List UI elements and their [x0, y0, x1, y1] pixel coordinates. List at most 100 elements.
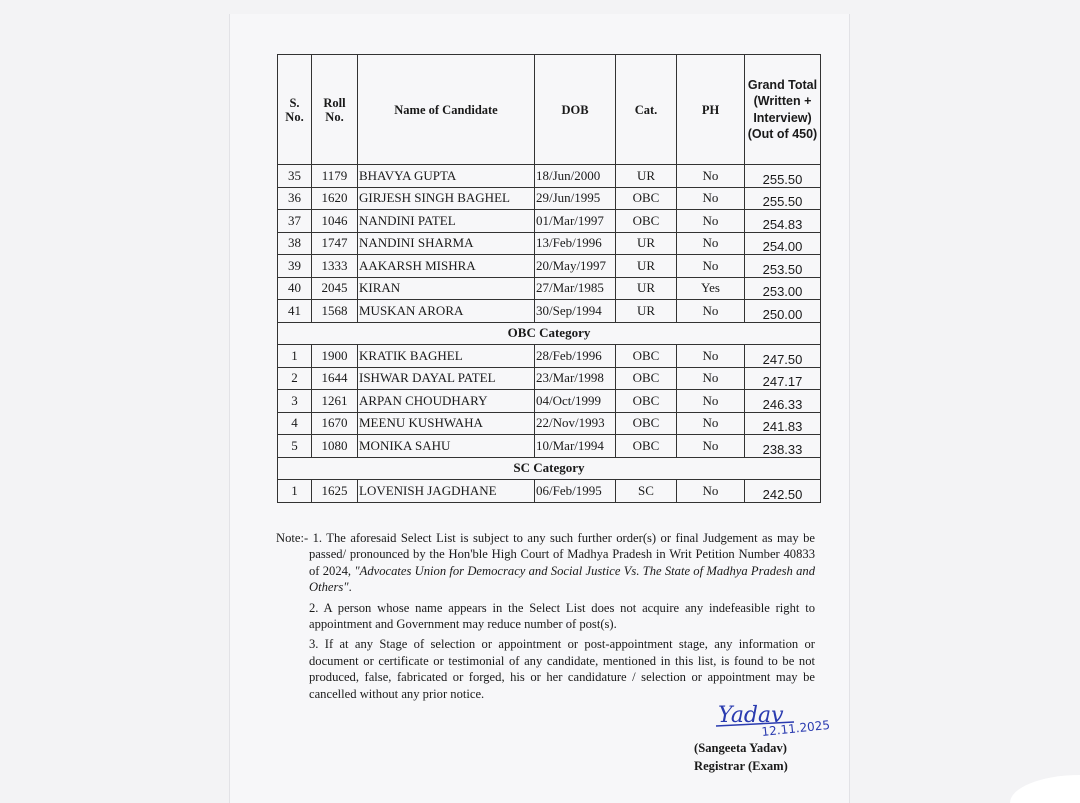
- table-row: 37 1046 NANDINI PATEL 01/Mar/1997 OBC No 254.8…: [277, 209, 821, 233]
- cell-cat: OBC: [615, 366, 677, 390]
- cell-ph: No: [676, 389, 745, 413]
- table-row: 35 1179 BHAVYA GUPTA 18/Jun/2000 UR No 255.50: [277, 164, 821, 188]
- cell-ph: No: [676, 366, 745, 390]
- table-row: 38 1747 NANDINI SHARMA 13/Feb/1996 UR No 254.0…: [277, 231, 821, 255]
- table-row: 40 2045 KIRAN 27/Mar/1985 UR Yes 253.00: [277, 276, 821, 300]
- cell-cat: OBC: [615, 186, 677, 210]
- category-title: OBC Category: [277, 321, 821, 345]
- cell-roll: 1568: [311, 299, 358, 323]
- cell-sno: 1: [277, 344, 312, 368]
- cell-cat: OBC: [615, 434, 677, 458]
- cell-sno: 1: [277, 479, 312, 503]
- cell-roll: 1644: [311, 366, 358, 390]
- header-dob: DOB: [534, 54, 616, 165]
- cell-roll: 1625: [311, 479, 358, 503]
- cell-ph: No: [676, 231, 745, 255]
- cell-name: MEENU KUSHWAHA: [357, 411, 535, 435]
- cell-grand-total: 255.50: [744, 186, 821, 210]
- cell-ph: No: [676, 434, 745, 458]
- header-roll: Roll No.: [311, 54, 358, 165]
- table-row: 4 1670 MEENU KUSHWAHA 22/Nov/1993 OBC No 241.8…: [277, 411, 821, 435]
- cell-grand-total: 247.50: [744, 344, 821, 368]
- cell-name: ARPAN CHOUDHARY: [357, 389, 535, 413]
- cell-name: AAKARSH MISHRA: [357, 254, 535, 278]
- cell-roll: 1046: [311, 209, 358, 233]
- cell-ph: No: [676, 344, 745, 368]
- cell-cat: OBC: [615, 411, 677, 435]
- table-row: 1 1625 LOVENISH JAGDHANE 06/Feb/1995 SC No 242…: [277, 479, 821, 503]
- cell-ph: No: [676, 411, 745, 435]
- cell-roll: 1670: [311, 411, 358, 435]
- cell-dob: 13/Feb/1996: [534, 231, 616, 255]
- header-ph: PH: [676, 54, 745, 165]
- cell-sno: 39: [277, 254, 312, 278]
- cell-name: KRATIK BAGHEL: [357, 344, 535, 368]
- cell-name: MUSKAN ARORA: [357, 299, 535, 323]
- cell-grand-total: 253.50: [744, 254, 821, 278]
- cell-name: ISHWAR DAYAL PATEL: [357, 366, 535, 390]
- cell-dob: 29/Jun/1995: [534, 186, 616, 210]
- cell-roll: 1080: [311, 434, 358, 458]
- note-2: 2. A person whose name appears in the Se…: [309, 600, 815, 632]
- cell-cat: UR: [615, 299, 677, 323]
- table-row: 39 1333 AAKARSH MISHRA 20/May/1997 UR No 253.5…: [277, 254, 821, 278]
- category-row: OBC Category: [277, 321, 821, 345]
- header-grand-total: Grand Total (Written + Interview) (Out o…: [744, 54, 821, 165]
- note-1: Note:- 1. The aforesaid Select List is s…: [276, 531, 815, 595]
- cell-ph: No: [676, 186, 745, 210]
- cell-sno: 2: [277, 366, 312, 390]
- notes-section: Note:- 1. The aforesaid Select List is s…: [276, 530, 815, 706]
- cell-roll: 1620: [311, 186, 358, 210]
- cell-grand-total: 254.00: [744, 231, 821, 255]
- signatory-name: (Sangeeta Yadav): [694, 741, 787, 755]
- cell-sno: 41: [277, 299, 312, 323]
- header-sno: S. No.: [277, 54, 312, 165]
- cell-sno: 4: [277, 411, 312, 435]
- header-cat: Cat.: [615, 54, 677, 165]
- category-row: SC Category: [277, 456, 821, 480]
- note-prefix: Note:-: [276, 531, 313, 545]
- cell-grand-total: 242.50: [744, 479, 821, 503]
- corner-overlay: [1010, 775, 1080, 803]
- cell-sno: 38: [277, 231, 312, 255]
- cell-name: KIRAN: [357, 276, 535, 300]
- cell-roll: 1900: [311, 344, 358, 368]
- cell-cat: UR: [615, 254, 677, 278]
- cell-dob: 06/Feb/1995: [534, 479, 616, 503]
- cell-ph: No: [676, 164, 745, 188]
- cell-grand-total: 253.00: [744, 276, 821, 300]
- note-3: 3. If at any Stage of selection or appoi…: [309, 637, 815, 701]
- cell-grand-total: 247.17: [744, 366, 821, 390]
- cell-grand-total: 250.00: [744, 299, 821, 323]
- cell-roll: 1179: [311, 164, 358, 188]
- handwritten-signature: Yadav 12.11.2025: [715, 703, 831, 739]
- cell-dob: 20/May/1997: [534, 254, 616, 278]
- cell-cat: UR: [615, 164, 677, 188]
- cell-dob: 22/Nov/1993: [534, 411, 616, 435]
- table-row: 1 1900 KRATIK BAGHEL 28/Feb/1996 OBC No 247.50: [277, 344, 821, 368]
- cell-dob: 10/Mar/1994: [534, 434, 616, 458]
- cell-dob: 28/Feb/1996: [534, 344, 616, 368]
- cell-dob: 30/Sep/1994: [534, 299, 616, 323]
- cell-grand-total: 241.83: [744, 411, 821, 435]
- cell-roll: 2045: [311, 276, 358, 300]
- cell-sno: 36: [277, 186, 312, 210]
- cell-ph: No: [676, 479, 745, 503]
- cell-dob: 27/Mar/1985: [534, 276, 616, 300]
- cell-ph: Yes: [676, 276, 745, 300]
- table-row: 5 1080 MONIKA SAHU 10/Mar/1994 OBC No 238.33: [277, 434, 821, 458]
- cell-ph: No: [676, 299, 745, 323]
- header-name: Name of Candidate: [357, 54, 535, 165]
- cell-roll: 1333: [311, 254, 358, 278]
- cell-roll: 1261: [311, 389, 358, 413]
- table-header-row: S. No. Roll No. Name of Candidate DOB Ca…: [277, 54, 821, 165]
- signature-block: Yadav 12.11.2025 (Sangeeta Yadav) Regist…: [694, 700, 844, 780]
- cell-name: BHAVYA GUPTA: [357, 164, 535, 188]
- cell-name: MONIKA SAHU: [357, 434, 535, 458]
- cell-cat: OBC: [615, 209, 677, 233]
- select-list-table: S. No. Roll No. Name of Candidate DOB Ca…: [277, 54, 821, 503]
- cell-sno: 3: [277, 389, 312, 413]
- cell-sno: 5: [277, 434, 312, 458]
- table-row: 3 1261 ARPAN CHOUDHARY 04/Oct/1999 OBC No 246.…: [277, 389, 821, 413]
- cell-dob: 01/Mar/1997: [534, 209, 616, 233]
